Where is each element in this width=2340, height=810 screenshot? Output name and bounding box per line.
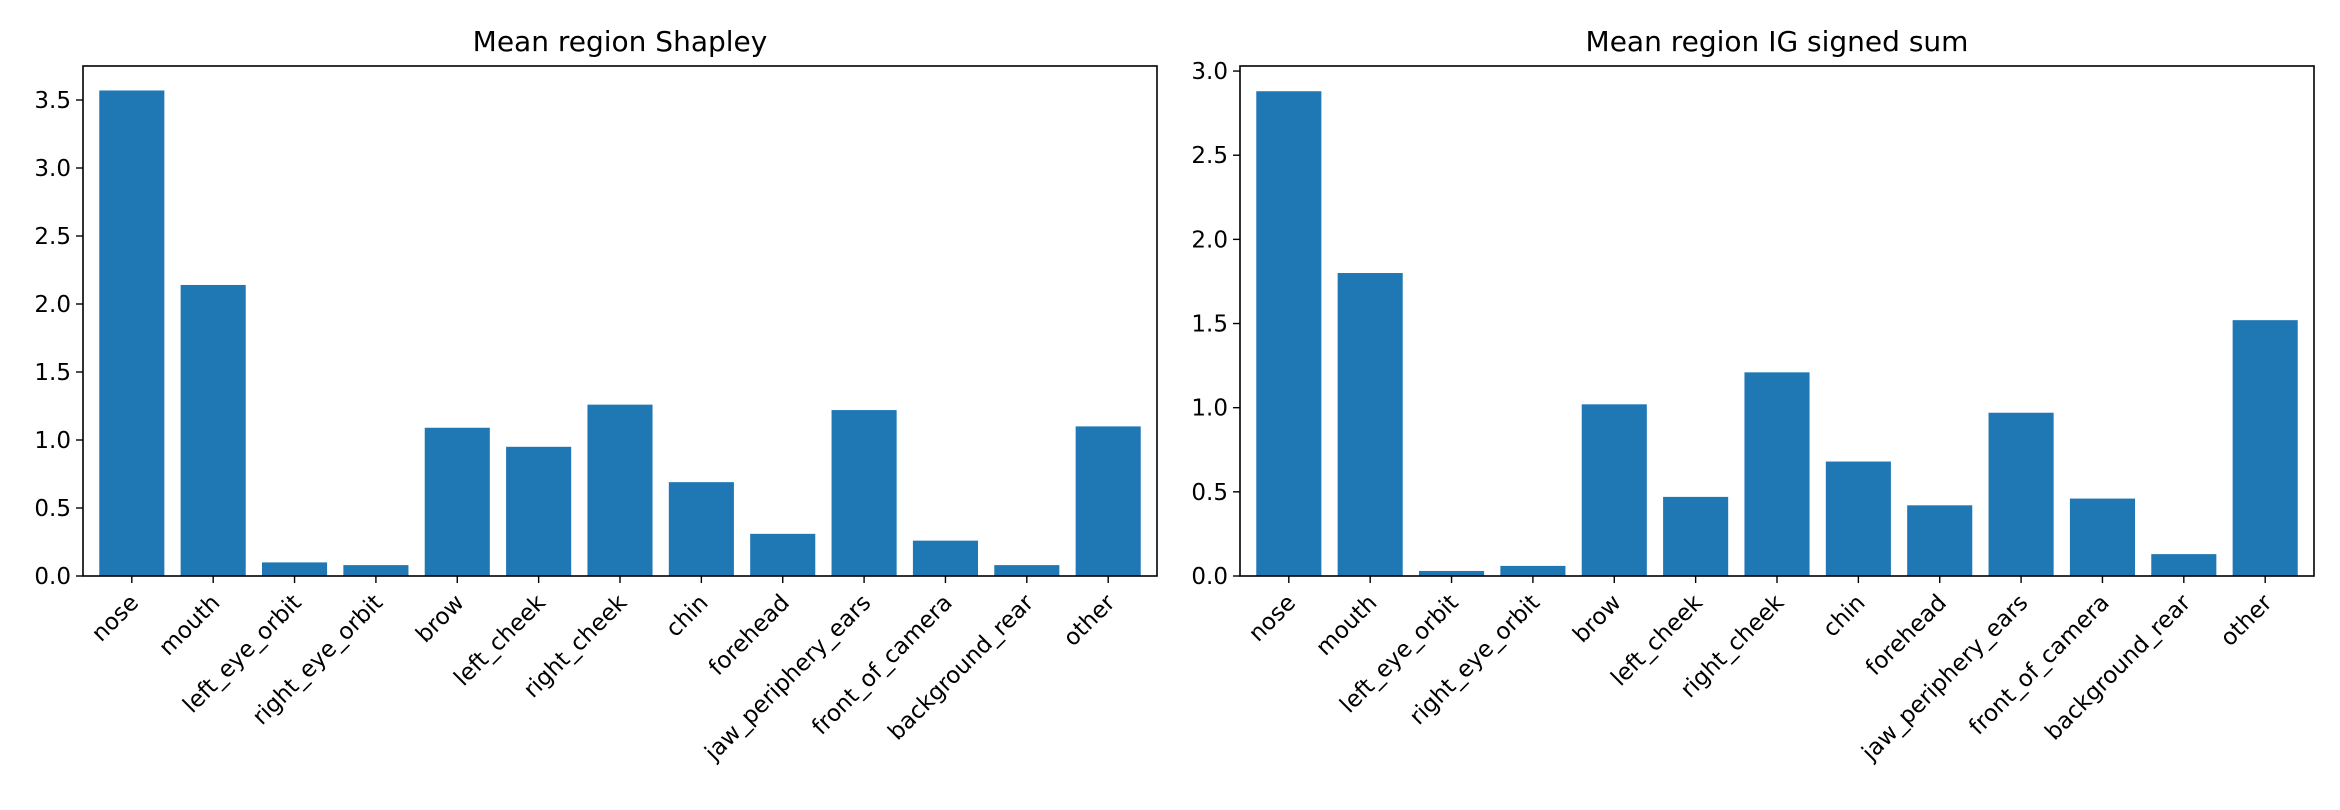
y-tick-label: 0.5 xyxy=(1191,480,1228,506)
y-tick-label: 3.5 xyxy=(34,88,71,114)
y-tick-label: 0.5 xyxy=(34,496,71,522)
bar-jaw_periphery_ears xyxy=(831,410,897,576)
y-tick-label: 1.5 xyxy=(34,360,71,386)
bar-right_cheek xyxy=(1744,372,1810,576)
bar-other xyxy=(1075,426,1141,576)
y-tick-label: 2.0 xyxy=(1191,227,1228,253)
bar-mouth xyxy=(180,284,246,576)
bar-background_rear xyxy=(2151,554,2217,576)
y-axis: 0.0 0.5 1.0 1.5 2.0 2.5 3.0 xyxy=(1191,59,1240,590)
bar-forehead xyxy=(1907,505,1973,576)
bar-brow xyxy=(1581,404,1647,576)
bar-front_of_camera xyxy=(2069,498,2135,576)
bar-left_cheek xyxy=(1663,496,1729,576)
bar-nose xyxy=(1256,91,1322,576)
axes-frame xyxy=(1239,65,2315,577)
bar-nose xyxy=(99,90,165,576)
y-tick-label: 2.5 xyxy=(1191,143,1228,169)
bar-left_eye_orbit xyxy=(1419,570,1485,576)
bar-chin xyxy=(668,482,734,576)
bar-right_cheek xyxy=(587,404,653,576)
bar-right_eye_orbit xyxy=(343,565,409,576)
bar-left_eye_orbit xyxy=(262,562,328,576)
y-tick-label: 2.0 xyxy=(34,292,71,318)
bar-chin xyxy=(1825,461,1891,576)
chart-title: Mean region Shapley xyxy=(473,25,768,58)
bars-group xyxy=(99,90,1141,576)
bar-brow xyxy=(424,427,490,576)
y-tick-label: 1.0 xyxy=(1191,396,1228,422)
bar-front_of_camera xyxy=(912,540,978,576)
bar-background_rear xyxy=(994,565,1060,576)
y-tick-label: 3.0 xyxy=(1191,59,1228,85)
chart-title: Mean region IG signed sum xyxy=(1586,25,1969,58)
y-tick-label: 0.0 xyxy=(34,564,71,590)
y-tick-label: 0.0 xyxy=(1191,564,1228,590)
bar-mouth xyxy=(1337,273,1403,576)
bar-other xyxy=(2232,320,2298,576)
bar-jaw_periphery_ears xyxy=(1988,412,2054,576)
bar-left_cheek xyxy=(506,446,572,576)
bars-group xyxy=(1256,91,2298,576)
y-tick-label: 2.5 xyxy=(34,224,71,250)
y-tick-label: 1.5 xyxy=(1191,312,1228,338)
y-axis: 0.0 0.5 1.0 1.5 2.0 2.5 3.0 3.5 xyxy=(34,88,83,590)
y-tick-label: 1.0 xyxy=(34,428,71,454)
y-tick-label: 3.0 xyxy=(34,156,71,182)
bar-right_eye_orbit xyxy=(1500,565,1566,576)
bar-forehead xyxy=(750,533,816,576)
axes-frame xyxy=(82,65,1158,577)
